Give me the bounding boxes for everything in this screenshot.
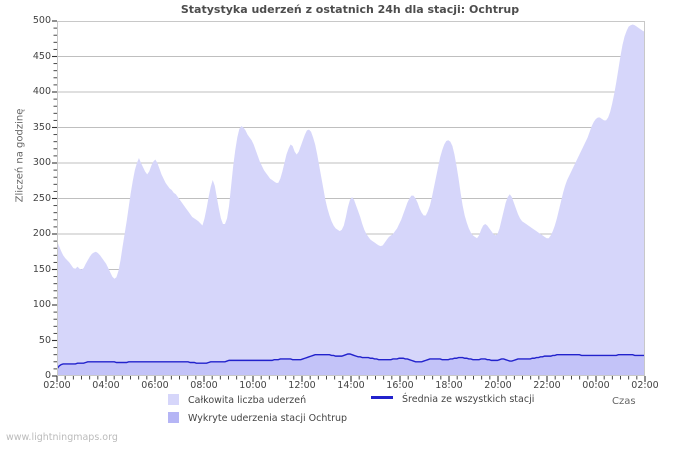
legend-item-total: Całkowita liczba uderzeń — [168, 394, 306, 406]
y-tick-label: 400 — [32, 86, 51, 97]
legend-line-average — [371, 396, 393, 399]
legend-label-average: Średnia ze wszystkich stacji — [402, 394, 535, 405]
chart-title: Statystyka uderzeń z ostatnich 24h dla s… — [180, 3, 520, 16]
legend-swatch-station — [168, 412, 179, 423]
chart-legend: Całkowita liczba uderzeń Średnia ze wszy… — [0, 392, 700, 432]
series-station-area — [57, 353, 645, 376]
legend-label-total: Całkowita liczba uderzeń — [188, 395, 307, 406]
y-tick-label: 0 — [44, 370, 51, 381]
y-tick-label: 150 — [32, 263, 51, 275]
x-tick-label: 18:00 — [435, 380, 463, 391]
y-tick-label: 500 — [32, 15, 51, 26]
y-tick-label: 250 — [32, 192, 51, 204]
series-average-line — [57, 353, 645, 370]
plot-area — [52, 20, 646, 382]
x-tick-label: 02:00 — [43, 380, 71, 391]
x-tick-label: 04:00 — [92, 380, 120, 391]
x-axis-label: Czas — [612, 396, 636, 407]
legend-swatch-total — [168, 394, 179, 405]
x-tick-label: 12:00 — [288, 380, 316, 391]
y-tick-label: 300 — [32, 157, 51, 168]
plot-svg — [57, 21, 645, 376]
axis-ticks — [52, 20, 646, 382]
y-tick-label: 50 — [38, 334, 51, 346]
x-tick-label: 16:00 — [386, 380, 414, 391]
legend-label-station: Wykryte uderzenia stacji Ochtrup — [188, 413, 348, 424]
legend-item-average: Średnia ze wszystkich stacji — [371, 394, 534, 405]
y-tick-label: 450 — [32, 50, 51, 62]
x-tick-label: 00:00 — [582, 380, 610, 391]
y-tick-label: 200 — [32, 228, 51, 239]
x-tick-label: 06:00 — [141, 380, 169, 391]
y-tick-label: 350 — [32, 121, 51, 133]
x-tick-label: 10:00 — [239, 380, 267, 391]
y-axis-tick-labels: 0 50 100 150 200 250 300 350 400 450 500 — [18, 16, 51, 381]
x-tick-label: 14:00 — [337, 380, 365, 391]
legend-item-station: Wykryte uderzenia stacji Ochtrup — [168, 412, 347, 424]
x-axis-tick-labels: 02:00 04:00 06:00 08:00 10:00 12:00 14:00 16:00… — [43, 380, 658, 394]
x-tick-label: 08:00 — [190, 380, 218, 391]
x-tick-label: 02:00 — [631, 380, 659, 391]
x-tick-label: 22:00 — [533, 380, 561, 391]
y-tick-label: 100 — [32, 299, 51, 310]
watermark-footer: www.lightningmaps.org — [6, 432, 118, 443]
x-tick-label: 20:00 — [484, 380, 512, 391]
series-total-area — [57, 24, 645, 376]
